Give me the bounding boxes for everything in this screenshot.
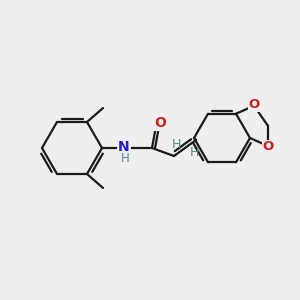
Text: H: H (189, 146, 199, 158)
Text: H: H (171, 137, 181, 151)
Text: O: O (248, 98, 260, 111)
Text: O: O (154, 116, 166, 130)
Text: H: H (121, 152, 129, 164)
Text: O: O (262, 140, 274, 154)
Text: N: N (118, 140, 130, 154)
